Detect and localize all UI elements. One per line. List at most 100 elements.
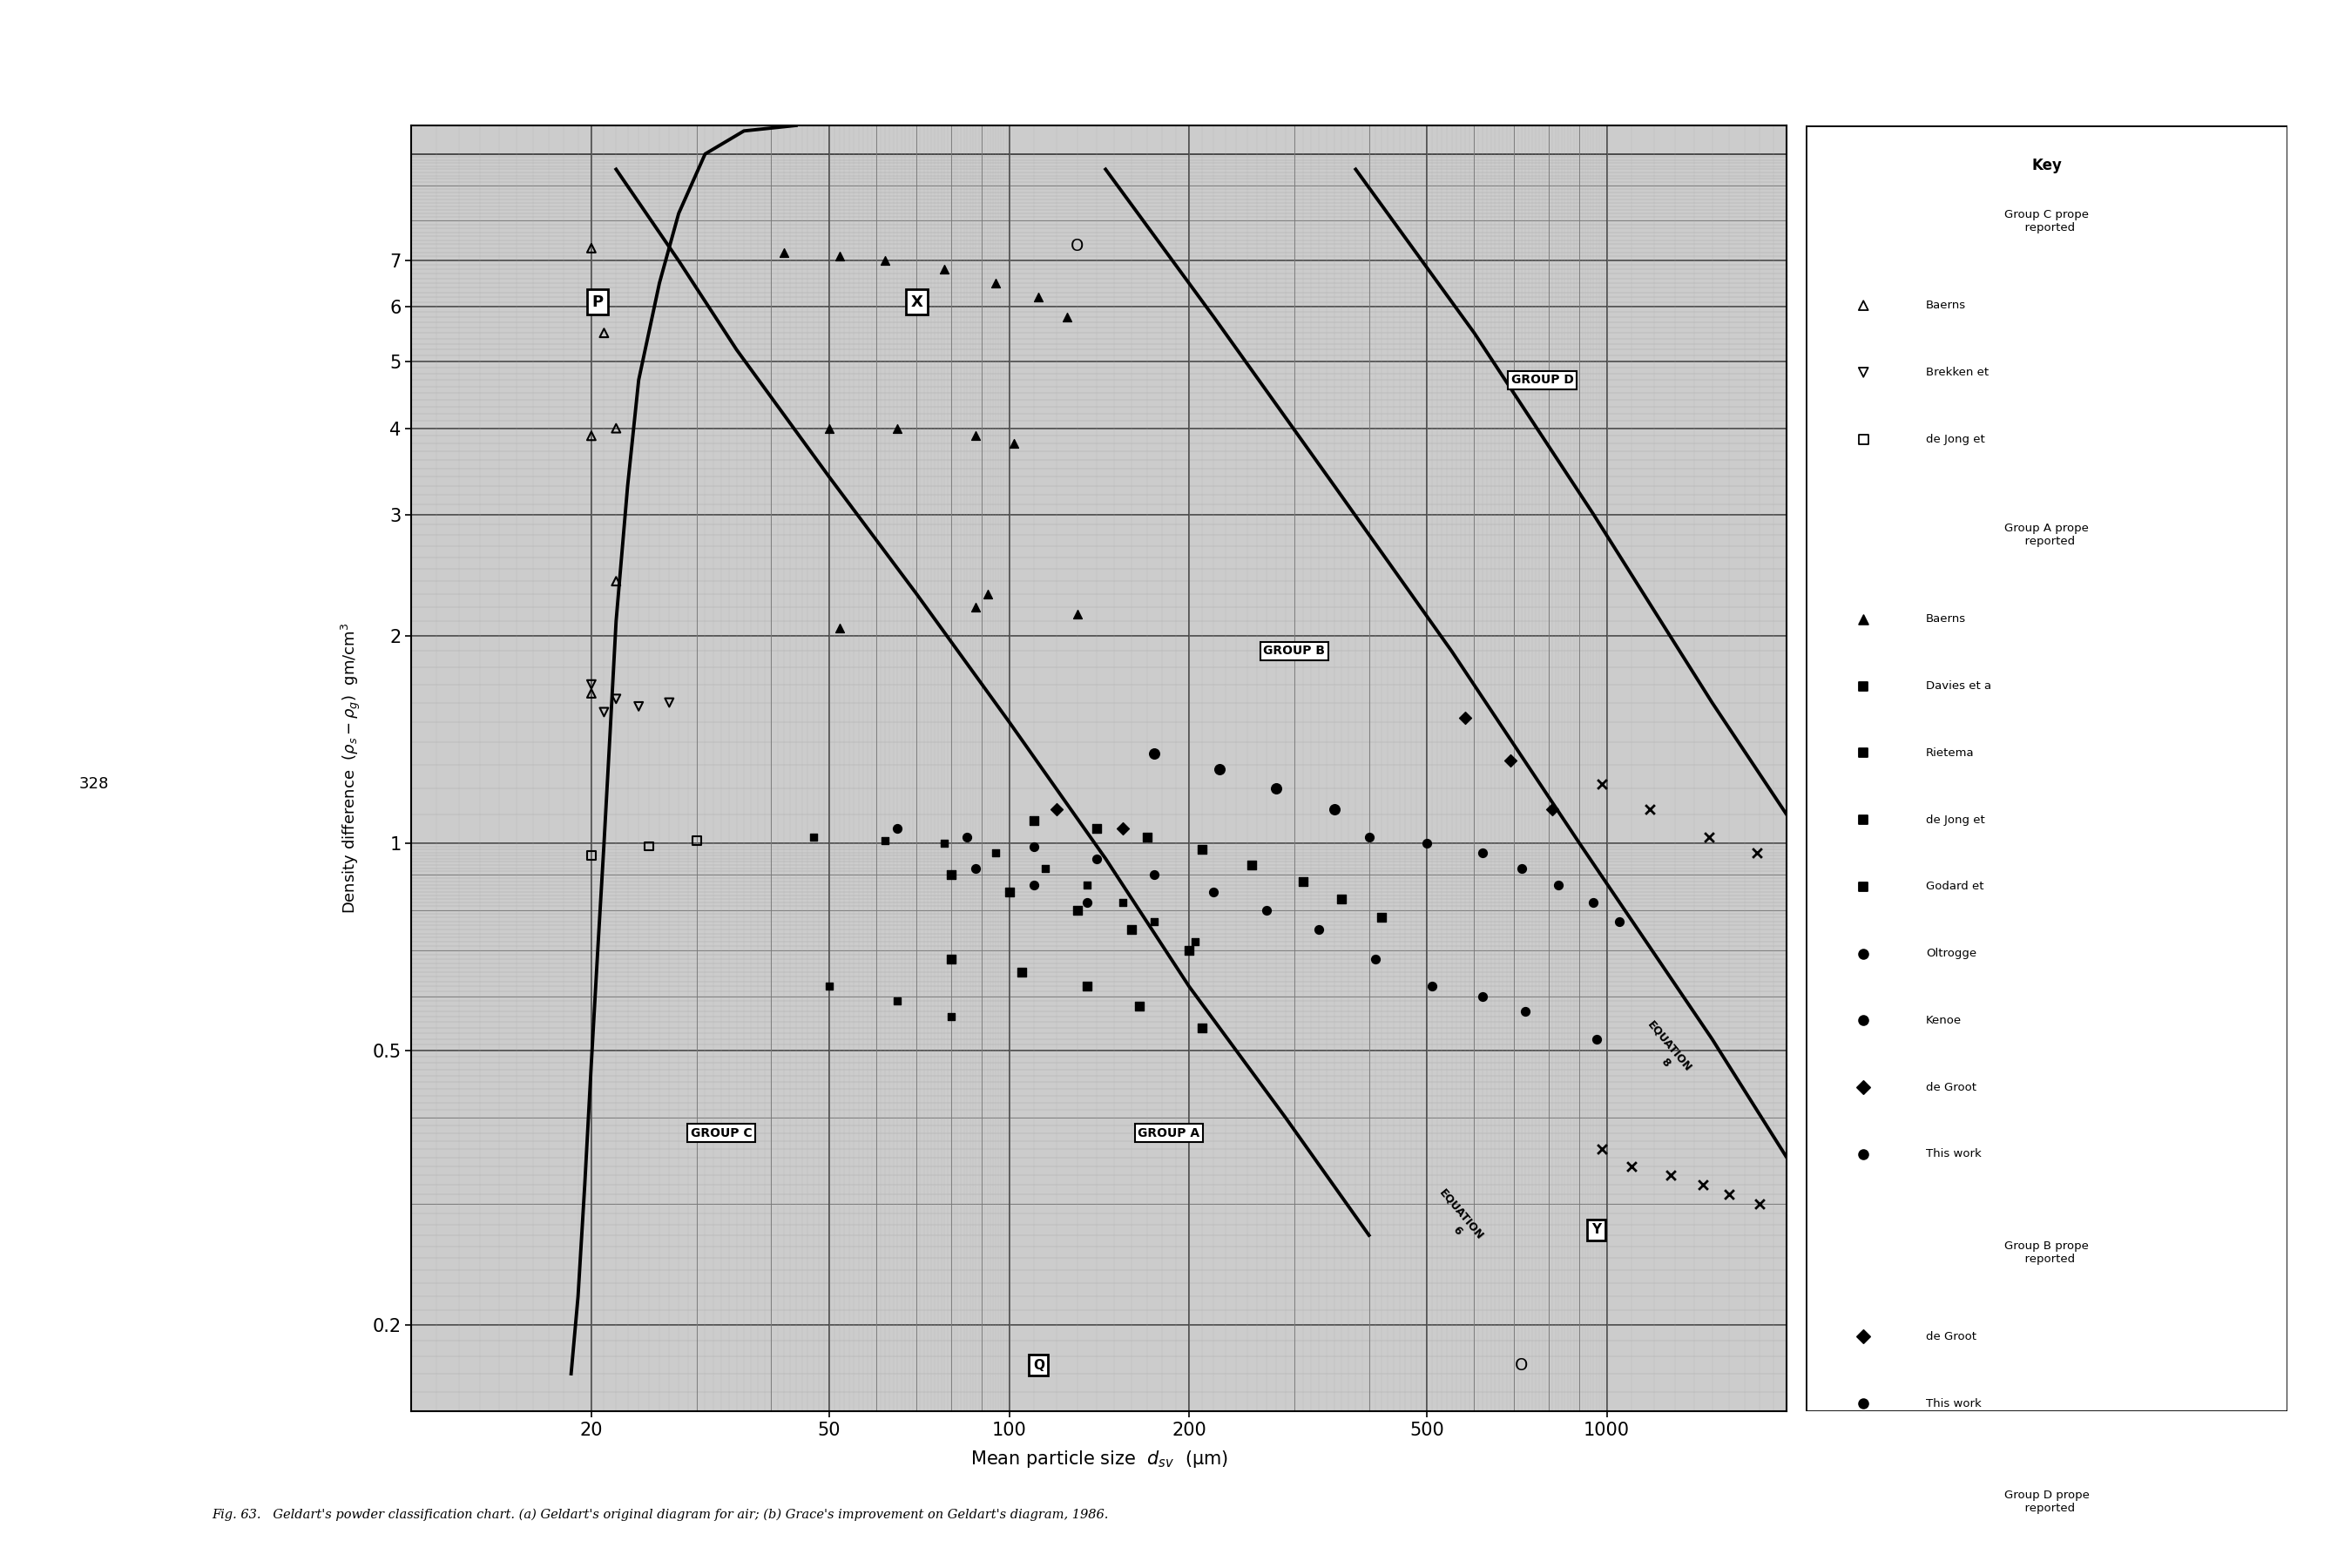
Point [1575, 891, 1613, 916]
Point [1613, 1154, 1650, 1179]
Point [630, 834, 668, 859]
Text: 328: 328 [80, 776, 108, 792]
Point [865, 248, 903, 273]
Point [1004, 960, 1041, 985]
Point [1234, 853, 1272, 878]
Point [957, 856, 994, 881]
Point [1105, 815, 1143, 840]
Point [957, 423, 994, 448]
Text: This work: This work [1925, 1148, 1982, 1160]
Point [933, 862, 971, 887]
Point [1037, 797, 1074, 822]
Point [1502, 856, 1540, 881]
Point [1408, 831, 1446, 856]
Point [1248, 897, 1286, 922]
Text: GROUP A: GROUP A [1138, 1127, 1199, 1138]
Text: de Groot: de Groot [1925, 1082, 1977, 1093]
Point [1136, 862, 1173, 887]
Point [1846, 607, 1883, 632]
Text: P: P [592, 295, 604, 310]
Point [1540, 872, 1578, 897]
Point [1846, 426, 1883, 452]
Text: O: O [1070, 238, 1084, 254]
Point [1183, 1014, 1220, 1040]
Point [585, 699, 623, 724]
Point [1690, 825, 1728, 850]
Point [957, 594, 994, 619]
Point [926, 257, 964, 282]
Point [1317, 797, 1354, 822]
Point [933, 1005, 971, 1030]
Text: Group B prope
  reported: Group B prope reported [2005, 1240, 2088, 1264]
Point [1846, 1391, 1883, 1416]
Text: Baerns: Baerns [1925, 299, 1965, 310]
Point [1846, 1323, 1883, 1348]
Text: Brekken et: Brekken et [1925, 367, 1989, 378]
Point [1128, 825, 1166, 850]
Point [574, 235, 611, 260]
Point [947, 825, 985, 850]
Point [1300, 917, 1338, 942]
Point [1016, 834, 1053, 859]
Point [585, 320, 623, 345]
Text: de Jong et: de Jong et [1925, 433, 1984, 445]
Point [994, 431, 1032, 456]
Point [1846, 808, 1883, 833]
Text: Key: Key [2031, 158, 2062, 174]
Point [597, 416, 635, 441]
Point [1027, 856, 1065, 881]
Point [795, 825, 832, 850]
X-axis label: Mean particle size  $d_{sv}$  (μm): Mean particle size $d_{sv}$ (μm) [971, 1449, 1227, 1469]
Point [1058, 897, 1096, 922]
Point [1121, 994, 1159, 1019]
Point [1201, 757, 1239, 782]
Point [1653, 1162, 1690, 1187]
Point [1105, 891, 1143, 916]
Point [764, 240, 802, 265]
Point [1533, 797, 1570, 822]
Point [1067, 872, 1105, 897]
Point [597, 687, 635, 712]
Point [1049, 304, 1086, 329]
Point [1349, 825, 1387, 850]
Point [677, 828, 715, 853]
Point [1846, 293, 1883, 318]
Point [1058, 602, 1096, 627]
Text: O: O [1514, 1356, 1528, 1374]
Text: Rietema: Rietema [1925, 748, 1975, 759]
Point [1258, 776, 1295, 801]
Point [1846, 1008, 1883, 1033]
Point [926, 831, 964, 856]
Point [1016, 872, 1053, 897]
Text: GROUP B: GROUP B [1262, 644, 1326, 657]
Y-axis label: Density difference  $(ρ_s - ρ_g)$  gm/cm$^3$: Density difference $(ρ_s - ρ_g)$ gm/cm$^… [339, 622, 362, 914]
Text: Baerns: Baerns [1925, 613, 1965, 624]
Point [1846, 1074, 1883, 1099]
Point [1136, 742, 1173, 767]
Point [820, 245, 858, 270]
Point [1491, 748, 1528, 773]
Point [1413, 974, 1451, 999]
Point [811, 974, 849, 999]
Point [574, 681, 611, 706]
Point [879, 416, 917, 441]
Point [1067, 974, 1105, 999]
Text: Fig. 63.   Geldart's powder classification chart. (a) Geldart's original diagram: Fig. 63. Geldart's powder classification… [212, 1508, 1107, 1521]
Point [1077, 815, 1114, 840]
Point [1846, 674, 1883, 699]
Point [621, 693, 658, 718]
Text: Group C prope
  reported: Group C prope reported [2005, 209, 2088, 234]
Point [597, 569, 635, 594]
Point [1578, 1027, 1615, 1052]
Point [1112, 917, 1150, 942]
Point [1171, 938, 1208, 963]
Point [865, 828, 903, 853]
Point [1077, 847, 1114, 872]
Text: Q: Q [1032, 1358, 1044, 1372]
Text: X: X [910, 295, 922, 310]
Point [1846, 873, 1883, 898]
Text: GROUP D: GROUP D [1512, 373, 1573, 386]
Point [1194, 880, 1232, 905]
Point [1465, 840, 1502, 866]
Point [1846, 359, 1883, 384]
